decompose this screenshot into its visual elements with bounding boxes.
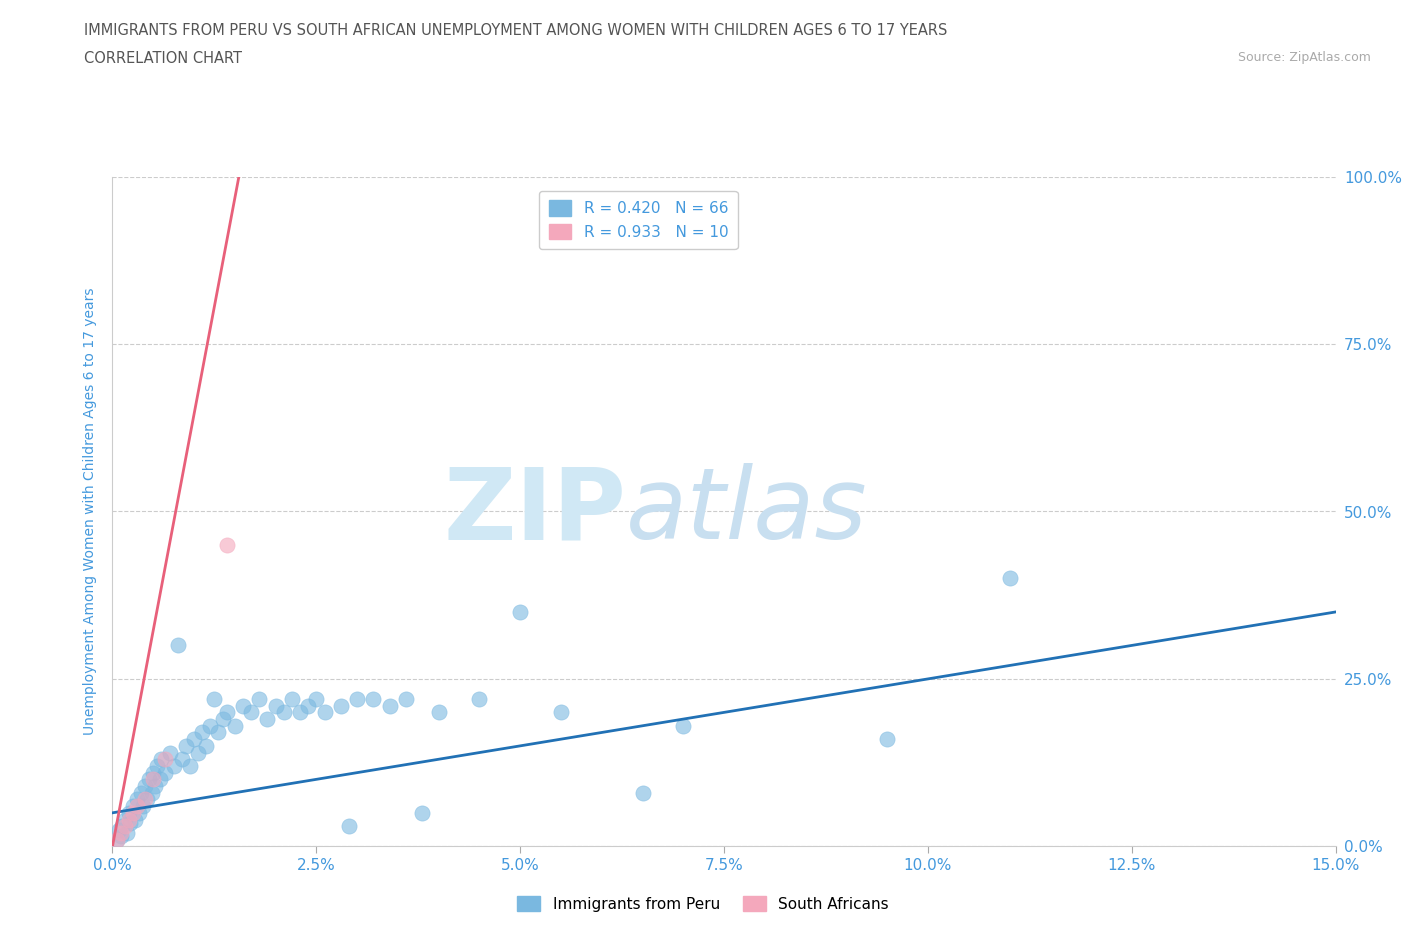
Point (179, 759, 201, 774)
Point (132, 799, 155, 814)
Point (128, 805, 150, 820)
Point (305, 692, 328, 707)
Point (215, 538, 238, 552)
Point (174, 738, 197, 753)
Point (264, 698, 287, 713)
Point (134, 792, 156, 807)
Point (314, 705, 336, 720)
Point (215, 705, 238, 720)
Point (207, 725, 229, 740)
Y-axis label: Unemployment Among Women with Children Ages 6 to 17 years: Unemployment Among Women with Children A… (83, 287, 97, 736)
Legend: R = 0.420   N = 66, R = 0.933   N = 10: R = 0.420 N = 66, R = 0.933 N = 10 (540, 191, 738, 249)
Point (135, 792, 157, 807)
Point (122, 799, 145, 814)
Point (114, 818, 136, 833)
Point (363, 692, 385, 707)
Point (378, 698, 401, 713)
Point (281, 692, 304, 707)
Point (108, 822, 131, 837)
Point (411, 805, 433, 820)
Point (550, 705, 572, 720)
Point (159, 745, 181, 760)
Point (170, 751, 193, 766)
Point (142, 765, 165, 780)
Point (118, 805, 141, 820)
Point (232, 698, 254, 713)
Point (346, 692, 368, 707)
Point (142, 772, 165, 787)
Point (150, 751, 173, 766)
Point (187, 745, 209, 760)
Point (146, 759, 169, 774)
Point (998, 571, 1021, 586)
Point (427, 705, 450, 720)
Point (211, 711, 233, 726)
Point (672, 718, 695, 733)
Point (509, 604, 531, 619)
Point (256, 711, 278, 726)
Point (273, 705, 295, 720)
Point (125, 799, 148, 814)
Point (876, 732, 898, 747)
Point (195, 738, 218, 753)
Point (468, 692, 491, 707)
Point (200, 718, 222, 733)
Point (110, 826, 132, 841)
Point (149, 772, 172, 787)
Text: CORRELATION CHART: CORRELATION CHART (84, 51, 242, 66)
Point (337, 818, 360, 833)
Point (141, 785, 163, 800)
Point (110, 829, 132, 844)
Point (105, 832, 128, 847)
Point (240, 705, 263, 720)
Point (166, 638, 188, 653)
Point (114, 812, 136, 827)
Point (631, 785, 654, 800)
Point (288, 705, 311, 720)
Point (297, 698, 319, 713)
Text: IMMIGRANTS FROM PERU VS SOUTH AFRICAN UNEMPLOYMENT AMONG WOMEN WITH CHILDREN AGE: IMMIGRANTS FROM PERU VS SOUTH AFRICAN UN… (84, 23, 948, 38)
Point (183, 732, 205, 747)
Point (329, 698, 352, 713)
Point (118, 812, 141, 827)
Point (204, 692, 226, 707)
Point (122, 805, 145, 820)
Legend: Immigrants from Peru, South Africans: Immigrants from Peru, South Africans (512, 889, 894, 918)
Point (134, 778, 156, 793)
Point (143, 778, 166, 793)
Point (191, 725, 214, 740)
Point (395, 692, 418, 707)
Point (224, 718, 246, 733)
Point (155, 765, 177, 780)
Point (155, 751, 177, 766)
Text: atlas: atlas (626, 463, 868, 560)
Point (115, 826, 138, 841)
Point (138, 772, 160, 787)
Point (163, 759, 186, 774)
Point (105, 832, 128, 847)
Point (111, 818, 134, 833)
Point (129, 785, 152, 800)
Text: ZIP: ZIP (443, 463, 626, 560)
Point (247, 692, 270, 707)
Text: Source: ZipAtlas.com: Source: ZipAtlas.com (1237, 51, 1371, 64)
Point (124, 812, 146, 827)
Point (125, 792, 148, 807)
Point (120, 816, 142, 830)
